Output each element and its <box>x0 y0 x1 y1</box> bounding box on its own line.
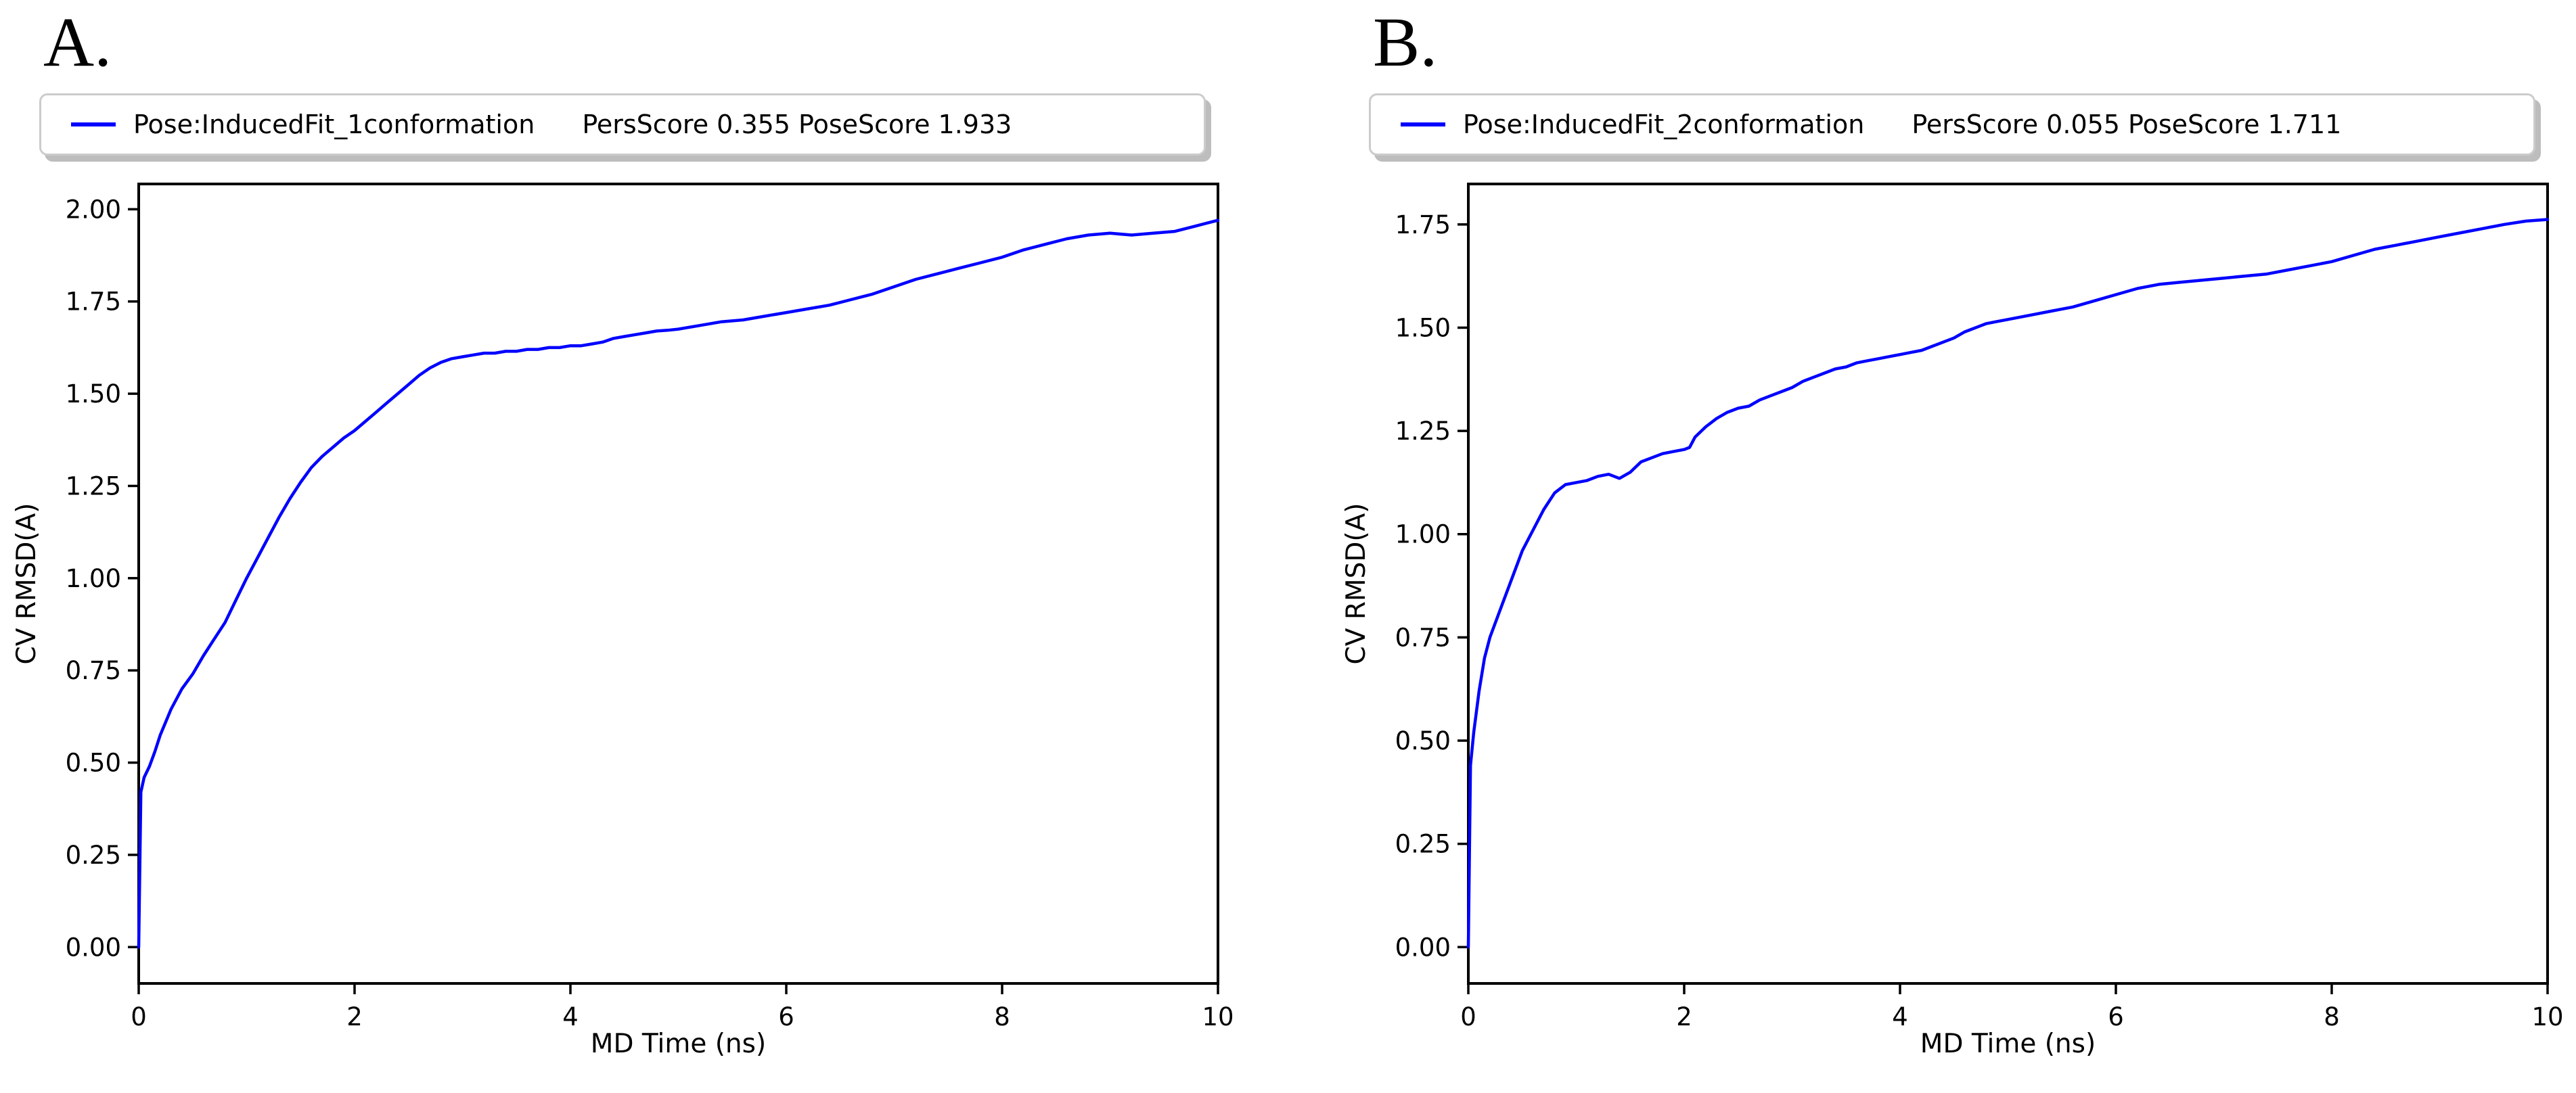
legend-scores-label: PersScore 0.355 PoseScore 1.933 <box>582 110 1012 140</box>
panel-b-legend: Pose:InducedFit_2conformation PersScore … <box>1369 93 2535 156</box>
y-tick-label: 2.00 <box>66 195 121 224</box>
x-tick-label: 0 <box>131 1002 147 1031</box>
x-tick-label: 2 <box>1676 1002 1692 1031</box>
plot-frame <box>1467 183 2549 985</box>
y-axis-label: CV RMSD(A) <box>1341 503 1372 665</box>
panel-a-legend: Pose:InducedFit_1conformation PersScore … <box>39 93 1206 156</box>
legend-scores-label: PersScore 0.055 PoseScore 1.711 <box>1912 110 2342 140</box>
x-tick-label: 2 <box>346 1002 363 1031</box>
series-line <box>137 218 1220 949</box>
x-axis-label: MD Time (ns) <box>591 1029 766 1059</box>
x-tick-label: 6 <box>778 1002 794 1031</box>
y-tick-label: 1.75 <box>1395 210 1451 239</box>
y-tick-label: 0.50 <box>66 749 121 778</box>
chart-svg: 0 2 4 6 8 10 0.00 0.25 0.50 0.75 1.00 1.25 1.50 1.75 2… <box>12 183 1234 1059</box>
y-tick-label: 1.50 <box>1395 314 1451 343</box>
x-tick-label: 10 <box>1202 1002 1234 1031</box>
x-tick-label: 6 <box>2108 1002 2124 1031</box>
y-tick-label: 0.25 <box>1395 830 1451 859</box>
x-tick-label: 4 <box>562 1002 579 1031</box>
y-tick-label: 0.75 <box>1395 623 1451 652</box>
panel-b-letter: B. <box>1373 3 1438 81</box>
panel-b-plot: 0 2 4 6 8 10 0.00 0.25 0.50 0.75 1.00 1.25 1.50 1.75 M… <box>1330 172 2576 1071</box>
x-tick-label: 0 <box>1460 1002 1476 1031</box>
series-line <box>1466 218 2550 949</box>
panel-b: B. Pose:InducedFit_2conformation PersSco… <box>1330 0 2576 1093</box>
y-tick-label: 0.25 <box>66 841 121 870</box>
y-tick-label: 0.00 <box>66 933 121 962</box>
x-axis-label: MD Time (ns) <box>1920 1029 2096 1059</box>
plot-frame <box>137 183 1219 985</box>
x-tick-label: 8 <box>2324 1002 2340 1031</box>
y-tick-label: 1.25 <box>1395 417 1451 446</box>
panel-a-letter: A. <box>43 3 112 81</box>
y-tick-label: 0.75 <box>66 656 121 685</box>
chart-svg: 0 2 4 6 8 10 0.00 0.25 0.50 0.75 1.00 1.25 1.50 1.75 M… <box>1341 183 2564 1059</box>
legend-series-label: Pose:InducedFit_1conformation <box>133 110 535 140</box>
x-tick-label: 8 <box>994 1002 1010 1031</box>
y-axis-label: CV RMSD(A) <box>12 503 42 665</box>
panel-a: A. Pose:InducedFit_1conformation PersSco… <box>0 0 1265 1093</box>
y-tick-label: 0.00 <box>1395 933 1451 962</box>
y-tick-label: 1.00 <box>66 564 121 593</box>
x-tick-label: 4 <box>1892 1002 1908 1031</box>
y-tick-label: 1.25 <box>66 472 121 501</box>
y-tick-label: 1.75 <box>66 287 121 317</box>
legend-line-swatch <box>1401 122 1445 127</box>
y-tick-label: 1.50 <box>66 379 121 409</box>
x-tick-label: 10 <box>2531 1002 2563 1031</box>
y-tick-label: 1.00 <box>1395 520 1451 549</box>
panel-a-plot: 0 2 4 6 8 10 0.00 0.25 0.50 0.75 1.00 1.25 1.50 1.75 2… <box>0 172 1265 1071</box>
y-tick-label: 0.50 <box>1395 726 1451 755</box>
legend-line-swatch <box>71 122 116 127</box>
legend-series-label: Pose:InducedFit_2conformation <box>1463 110 1865 140</box>
